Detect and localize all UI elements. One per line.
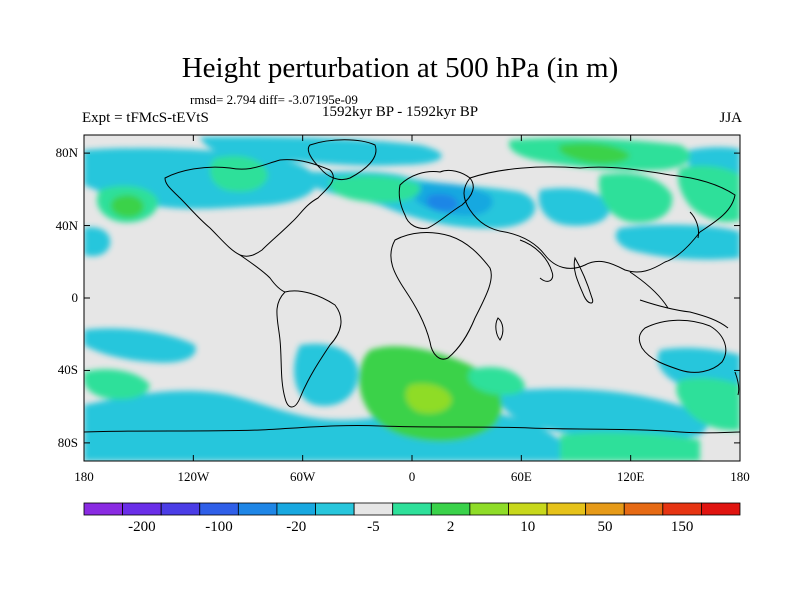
colorbar-swatch [315, 502, 355, 516]
coastline-australia [638, 319, 727, 373]
plot-title: Height perturbation at 500 hPa (in m) [181, 52, 619, 84]
colorbar-swatch [199, 502, 239, 516]
colorbar-swatch [237, 502, 278, 516]
colorbar-swatch [546, 502, 587, 516]
contour-region-green-southeast [676, 377, 740, 431]
contour-region-green-alaska [209, 155, 268, 192]
contour-region-core-siberia [558, 143, 630, 164]
y-tick-label: 0 [71, 290, 79, 305]
y-tick-label: 40S [57, 362, 78, 378]
coastline-madagascar [495, 317, 504, 341]
x-tick-label: 60E [510, 469, 532, 484]
contour-region-green-south-pacific-west [84, 369, 150, 400]
coastline-north-america [164, 159, 334, 257]
coastline-asia [463, 166, 736, 273]
coastline-greenland [307, 139, 377, 181]
contour-region-blue-arctic [200, 136, 442, 166]
colorbar-swatch [83, 502, 123, 516]
colorbar-swatch [353, 502, 394, 516]
colorbar-label: -5 [367, 519, 380, 535]
coastline-europe [398, 169, 474, 229]
contour-region-green-antarctic-edge [560, 432, 700, 461]
contour-region-green-south-indian [468, 367, 525, 396]
season-label: JJA [719, 110, 742, 126]
coastline-africa [390, 232, 492, 360]
contour-region-blue-south-pacific [84, 328, 196, 363]
colorbar-swatch [276, 502, 316, 516]
colorbar-swatch [469, 502, 509, 516]
coastline-southeast-asia [629, 271, 729, 329]
y-tick-label: 80S [57, 434, 78, 450]
x-tick-label: 180 [730, 469, 750, 484]
colorbar-swatch [430, 502, 471, 516]
contour-region-green-central-asia [598, 173, 673, 223]
coastline-japan [689, 211, 699, 239]
coastline-antarctica [84, 424, 740, 434]
colorbar [83, 502, 741, 516]
x-tick-label: 120E [616, 469, 645, 484]
contour-region-core-south-atlantic [405, 383, 452, 414]
contour-region-blue-asia [538, 188, 611, 226]
contour-region-blue-south-indian [499, 388, 708, 441]
coastlines [84, 139, 740, 434]
y-tick-label: 80N [55, 145, 78, 161]
x-tick-label: 180 [74, 469, 94, 484]
contour-region-green-north-atlantic [329, 175, 421, 203]
x-tick-label: 0 [408, 469, 416, 484]
x-tick-label: 120W [177, 469, 210, 484]
x-axis-ticks [83, 135, 741, 461]
x-tick-label: 60W [290, 469, 316, 484]
colorbar-swatch [701, 502, 741, 516]
colorbar-swatch [508, 502, 548, 516]
coastline-central-america [239, 254, 286, 293]
colorbar-label: 10 [520, 519, 536, 535]
y-axis-ticks [84, 152, 740, 444]
contour-region-core-europe [426, 194, 458, 213]
y-tick-label: 40N [55, 217, 78, 233]
contour-region-blue-west-pacific [615, 224, 740, 260]
contour-region-core-north-pacific [110, 195, 144, 218]
coastline-new-zealand [734, 371, 740, 396]
colorbar-label: 150 [670, 519, 694, 535]
colorbar-swatch [585, 502, 625, 516]
stats-text: rmsd= 2.794 diff= -3.07195e-09 [190, 92, 358, 107]
period-label: 1592kyr BP - 1592kyr BP [322, 104, 479, 120]
contour-region-blue-tropical-pacific [84, 227, 111, 257]
colorbar-swatch [662, 502, 702, 516]
contour-fields [84, 136, 740, 461]
colorbar-label: -20 [286, 519, 307, 535]
colorbar-swatch [160, 502, 201, 516]
coastline-south-america [276, 290, 342, 408]
colorbar-label: -100 [205, 519, 233, 535]
colorbar-swatch [392, 502, 432, 516]
colorbar-swatch [122, 502, 162, 516]
contour-region-blue-southern-ocean [84, 390, 560, 461]
contour-region-green-east-asia [678, 165, 740, 222]
colorbar-label: 50 [597, 519, 613, 535]
colorbar-label: -200 [128, 519, 156, 535]
colorbar-label: 2 [446, 519, 455, 535]
colorbar-swatch [623, 502, 664, 516]
contour-region-blue-south-america [294, 343, 359, 406]
experiment-label: Expt = tFMcS-tEVtS [82, 110, 209, 126]
coastline-arabia-india [519, 239, 594, 304]
